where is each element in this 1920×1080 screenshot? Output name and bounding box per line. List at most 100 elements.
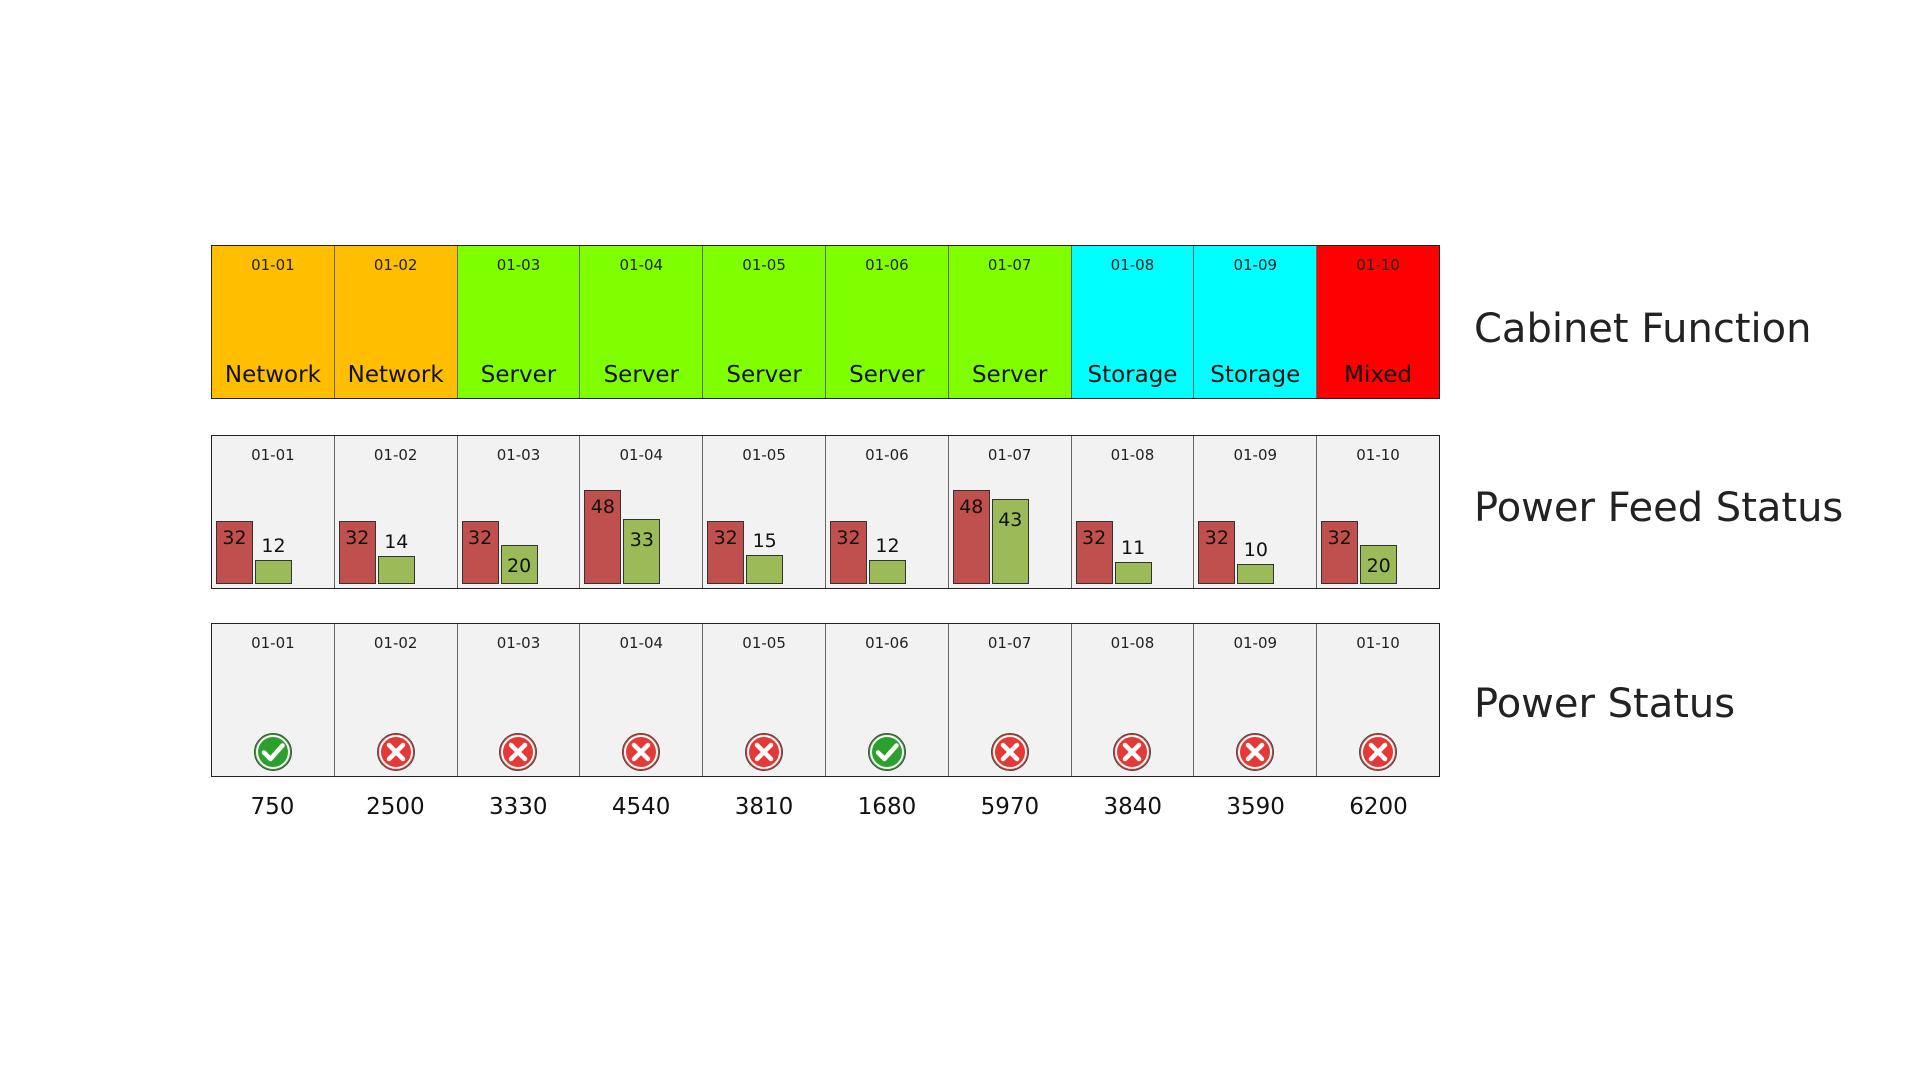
cabinet-id: 01-09 bbox=[1233, 256, 1278, 274]
cabinet-function: Server bbox=[726, 362, 802, 388]
cabinet-id: 01-05 bbox=[742, 256, 786, 274]
cabinet-id: 01-09 bbox=[1233, 446, 1278, 464]
cabinet-id: 01-02 bbox=[373, 634, 418, 652]
feed-b-bar bbox=[868, 560, 906, 584]
feed-a-bar bbox=[707, 521, 745, 584]
power-status-cell: 01-03 bbox=[457, 624, 581, 776]
cabinet-id: 01-06 bbox=[865, 256, 909, 274]
feed-b-value: 15 bbox=[752, 529, 777, 552]
cabinet-function: Storage bbox=[1087, 362, 1178, 388]
feed-b-bar bbox=[746, 554, 784, 584]
cabinet-id: 01-01 bbox=[251, 634, 295, 652]
cabinet-function-cell: 01-10 Mixed bbox=[1317, 246, 1439, 398]
power-value: 2500 bbox=[366, 794, 425, 820]
feed-a-bar bbox=[1075, 521, 1113, 584]
power-feed-cell: 01-01 32 12 bbox=[212, 436, 335, 588]
cabinet-function-cell: 01-06 Server bbox=[825, 246, 949, 398]
feed-b-bar bbox=[1237, 564, 1275, 584]
feed-a-value: 32 bbox=[468, 527, 493, 550]
feed-a-value: 32 bbox=[1204, 527, 1229, 550]
cabinet-function: Server bbox=[849, 362, 925, 388]
power-status-cell: 01-08 bbox=[1071, 624, 1195, 776]
feed-b-bar bbox=[500, 544, 538, 584]
power-feed-cell: 01-07 48 43 bbox=[948, 436, 1072, 588]
x-circle-icon bbox=[744, 732, 784, 772]
power-value: 3840 bbox=[1103, 794, 1163, 820]
feed-a-value: 32 bbox=[345, 527, 370, 550]
feed-b-value: 14 bbox=[384, 531, 409, 554]
x-circle-icon bbox=[376, 732, 416, 772]
cabinet-id: 01-02 bbox=[373, 256, 418, 274]
power-feed-cell: 01-03 32 20 bbox=[457, 436, 581, 588]
feed-b-value: 12 bbox=[261, 535, 286, 558]
feed-a-bar bbox=[829, 521, 867, 584]
power-feed-cell: 01-05 32 15 bbox=[703, 436, 826, 588]
cabinet-function: Server bbox=[603, 362, 679, 388]
power-status-cell: 01-10 bbox=[1317, 624, 1439, 776]
feed-b-bar bbox=[1114, 562, 1152, 584]
cabinet-function-cell: 01-02 Network bbox=[334, 246, 458, 398]
cabinet-function-cell: 01-01 Network bbox=[212, 246, 335, 398]
feed-a-value: 48 bbox=[590, 495, 615, 518]
cabinet-id: 01-05 bbox=[742, 634, 786, 652]
x-circle-icon bbox=[990, 732, 1030, 772]
feed-a-value: 32 bbox=[1327, 527, 1352, 550]
feed-b-bar bbox=[255, 560, 292, 584]
cabinet-function-cell: 01-04 Server bbox=[580, 246, 704, 398]
cabinet-id: 01-06 bbox=[865, 634, 909, 652]
cabinet-id: 01-04 bbox=[619, 256, 664, 274]
cabinet-id: 01-03 bbox=[496, 446, 541, 464]
power-feed-cell: 01-09 32 10 bbox=[1194, 436, 1318, 588]
cabinet-id: 01-01 bbox=[251, 256, 295, 274]
feed-b-value: 10 bbox=[1243, 539, 1268, 562]
feed-b-bar bbox=[377, 556, 415, 584]
cabinet-id: 01-01 bbox=[251, 446, 295, 464]
feed-a-value: 32 bbox=[713, 527, 738, 550]
power-status-cell: 01-04 bbox=[580, 624, 704, 776]
power-value: 6200 bbox=[1349, 794, 1408, 820]
feed-a-value: 32 bbox=[1081, 527, 1107, 550]
cabinet-function: Storage bbox=[1210, 362, 1301, 388]
x-circle-icon bbox=[1112, 732, 1152, 772]
feed-a-bar bbox=[952, 489, 990, 584]
cabinet-id: 01-02 bbox=[373, 446, 418, 464]
power-value: 5970 bbox=[980, 794, 1040, 820]
cabinet-id: 01-05 bbox=[742, 446, 786, 464]
check-circle-icon bbox=[253, 732, 293, 772]
cabinet-function-cell: 01-08 Storage bbox=[1071, 246, 1195, 398]
feed-b-value: 12 bbox=[875, 535, 900, 558]
feed-b-value: 20 bbox=[507, 554, 532, 577]
feed-a-bar bbox=[461, 521, 499, 584]
cabinet-id: 01-10 bbox=[1356, 446, 1400, 464]
power-value: 750 bbox=[250, 794, 295, 820]
cabinet-id: 01-07 bbox=[987, 256, 1032, 274]
cabinet-id: 01-03 bbox=[496, 634, 541, 652]
feed-b-bar bbox=[1360, 544, 1398, 584]
power-status-row: 01-01 01-02 01-03 01-04 01-05 01-06 01-07 01-08… bbox=[211, 623, 1440, 777]
cabinet-function: Network bbox=[347, 362, 444, 388]
power-value: 3330 bbox=[488, 794, 548, 820]
power-status-cell: 01-07 bbox=[948, 624, 1072, 776]
feed-a-bar bbox=[584, 489, 622, 584]
x-circle-icon bbox=[1358, 732, 1398, 772]
cabinet-id: 01-08 bbox=[1110, 256, 1155, 274]
feed-a-bar bbox=[1198, 521, 1236, 584]
cabinet-function-label: Cabinet Function bbox=[1474, 306, 1812, 352]
cabinet-function-cell: 01-09 Storage bbox=[1194, 246, 1318, 398]
power-status-cell: 01-05 bbox=[703, 624, 826, 776]
cabinet-function-row: 01-01 Network 01-02 Network 01-03 Server 01-04… bbox=[211, 245, 1440, 399]
cabinet-id: 01-03 bbox=[496, 256, 541, 274]
power-feed-cell: 01-10 32 20 bbox=[1317, 436, 1439, 588]
cabinet-id: 01-10 bbox=[1356, 634, 1400, 652]
power-feed-status-label: Power Feed Status bbox=[1474, 485, 1844, 531]
power-status-cell: 01-01 bbox=[212, 624, 335, 776]
cabinet-id: 01-07 bbox=[987, 446, 1032, 464]
x-circle-icon bbox=[621, 732, 661, 772]
cabinet-id: 01-10 bbox=[1356, 256, 1400, 274]
feed-b-value: 43 bbox=[998, 509, 1023, 532]
feed-a-bar bbox=[338, 521, 376, 584]
power-status-cell: 01-02 bbox=[334, 624, 458, 776]
feed-a-value: 32 bbox=[836, 527, 861, 550]
power-status-label: Power Status bbox=[1474, 681, 1736, 727]
power-status-cell: 01-06 bbox=[825, 624, 949, 776]
